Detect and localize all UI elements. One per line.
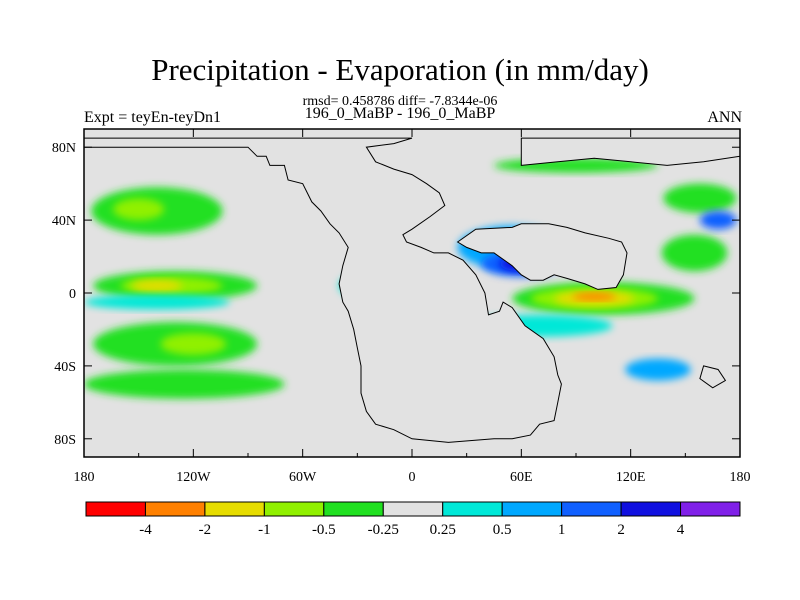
colorbar-label-5: 0.25: [430, 522, 456, 538]
y-tick-label-3: 40S: [54, 360, 76, 375]
x-tick-label-2: 60W: [289, 470, 317, 485]
continent-outline-0: [84, 137, 562, 443]
colorbar-box-4: [323, 501, 384, 517]
colorbar-box-8: [561, 501, 622, 517]
colorbar-box-7: [501, 501, 563, 517]
field-region-5: [131, 280, 183, 292]
colorbar-box-6: [442, 501, 503, 517]
y-tick-label-1: 40N: [52, 214, 76, 229]
x-tick-label-0: 180: [74, 470, 95, 485]
colorbar-box-10: [680, 501, 741, 517]
y-tick-label-4: 80S: [54, 433, 76, 448]
field-region-9: [84, 369, 285, 399]
colorbar-box-3: [263, 501, 325, 517]
x-tick-label-6: 180: [730, 470, 751, 485]
field-region-1: [113, 198, 165, 221]
colorbar-label-2: -1: [258, 522, 271, 538]
colorbar-label-6: 0.5: [493, 522, 512, 538]
x-axis: 180 120W 60W 0 60E 120E 180: [74, 129, 751, 485]
y-axis: 80N 40N 0 40S 80S: [52, 141, 740, 448]
y-tick-label-0: 80N: [52, 141, 76, 156]
field-region-20: [625, 358, 691, 381]
season-label: ANN: [707, 109, 742, 126]
colorbar-box-2: [204, 501, 265, 517]
field-region-8: [160, 333, 227, 355]
colorbar-label-4: -0.25: [368, 522, 399, 538]
colorbar-box-9: [620, 501, 682, 517]
experiment-label: Expt = teyEn-teyDn1: [84, 109, 221, 126]
continent-outline-2: [520, 137, 740, 166]
field-region-2: [663, 183, 737, 213]
field-region-6: [84, 294, 230, 310]
colorbar-box-0: [85, 501, 146, 517]
field-region-22: [699, 211, 737, 230]
colorbar-label-3: -0.5: [312, 522, 336, 538]
page-title: Precipitation - Evaporation (in mm/day): [151, 52, 649, 87]
stats-line: rmsd= 0.458786 diff= -7.8344e-06: [302, 94, 498, 109]
colorbar: -4 -2 -1 -0.5 -0.25 0.25 0.5 1 2 4: [85, 501, 741, 538]
x-tick-label-4: 60E: [510, 470, 533, 485]
field-region-18: [572, 293, 617, 301]
colorbar-label-0: -4: [139, 522, 152, 538]
colorbar-label-8: 2: [617, 522, 625, 538]
field-region-21: [661, 234, 728, 272]
colorbar-box-5: [382, 501, 444, 517]
colorbar-label-1: -2: [199, 522, 212, 538]
x-tick-label-5: 120E: [616, 470, 646, 485]
x-tick-label-1: 120W: [176, 470, 211, 485]
colorbar-label-9: 4: [677, 522, 685, 538]
coastline-layer: [84, 137, 740, 443]
y-tick-label-2: 0: [69, 287, 76, 302]
colorbar-label-7: 1: [558, 522, 566, 538]
continent-outline-1: [456, 223, 628, 290]
x-tick-label-3: 0: [409, 470, 416, 485]
continent-outline-3: [699, 365, 727, 389]
colorbar-box-1: [144, 501, 206, 517]
case-label: 196_0_MaBP - 196_0_MaBP: [304, 105, 496, 122]
